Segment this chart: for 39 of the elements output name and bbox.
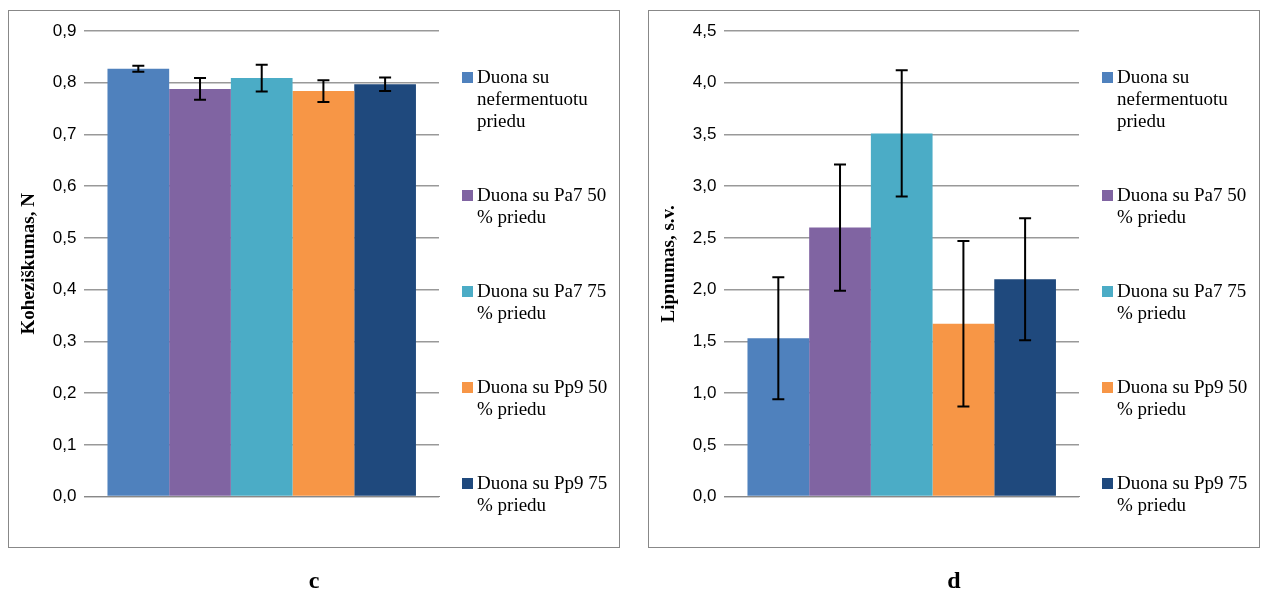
bar: [994, 279, 1056, 496]
y-tick-label: 0,3: [52, 331, 77, 351]
y-tick-label: 4,0: [692, 72, 717, 92]
y-tick-label: 0,6: [52, 175, 77, 195]
bar: [747, 338, 810, 496]
y-tick-label: 0,0: [692, 486, 717, 506]
bar: [809, 227, 871, 496]
y-tick-label: 0,5: [52, 227, 77, 247]
y-tick-label: 0,0: [52, 486, 77, 506]
text: c: [307, 567, 321, 594]
legend-label: Duona su Pa7 75 % priedu: [1117, 280, 1248, 324]
y-tick-label: 0,9: [52, 20, 77, 40]
legend-label: Duona su nefermentuotu priedu: [1117, 66, 1229, 132]
legend-label: Duona su Pp9 50 % priedu: [477, 376, 609, 420]
legend-label: Duona su nefermentuotu priedu: [477, 66, 589, 132]
y-tick-label: 3,0: [692, 175, 717, 195]
y-tick-label: 1,0: [692, 382, 717, 402]
y-tick-label: 3,5: [692, 124, 717, 144]
y-tick-label: 0,4: [52, 279, 77, 299]
y-tick-label: 1,5: [692, 331, 717, 351]
y-tick-label: 0,7: [52, 124, 77, 144]
text: d: [946, 567, 962, 594]
y-tick-label: 0,1: [52, 434, 77, 454]
legend-label: Duona su Pp9 75 % priedu: [477, 472, 609, 516]
y-axis-title: Lipnumas, s.v.: [657, 205, 679, 323]
legend-label: Duona su Pa7 50 % priedu: [1117, 184, 1248, 228]
legend-label: Duona su Pp9 75 % priedu: [1117, 472, 1249, 516]
bar: [932, 323, 995, 496]
y-axis-title: Kohezіškumas, N: [17, 192, 39, 335]
bar: [870, 133, 933, 496]
legend-label: Duona su Pa7 75 % priedu: [477, 280, 608, 324]
y-tick-label: 2,0: [692, 279, 717, 299]
y-tick-label: 0,8: [52, 72, 77, 92]
legend-label: Duona su Pa7 50 % priedu: [477, 184, 608, 228]
y-tick-label: 0,5: [692, 434, 717, 454]
y-tick-label: 2,5: [692, 227, 717, 247]
y-tick-label: 0,2: [52, 382, 77, 402]
y-tick-label: 4,5: [692, 20, 717, 40]
legend-label: Duona su Pp9 50 % priedu: [1117, 376, 1249, 420]
